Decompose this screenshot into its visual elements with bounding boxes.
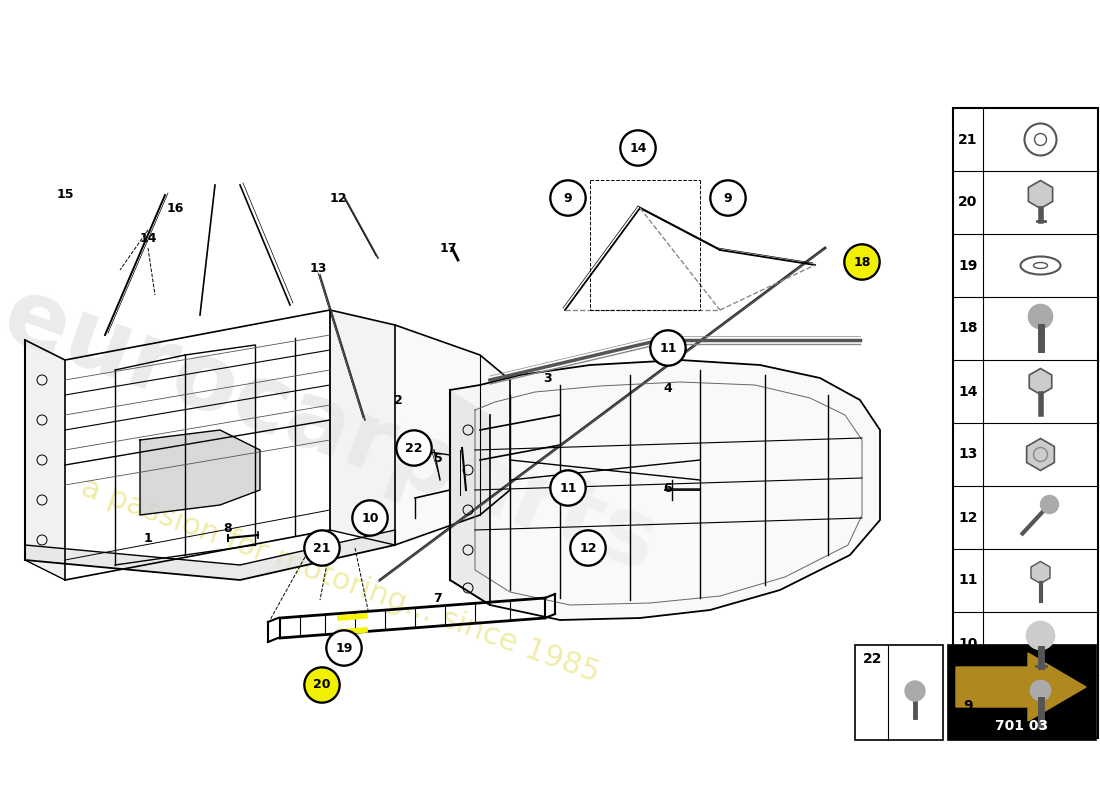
Circle shape [572, 531, 605, 565]
Text: 15: 15 [56, 189, 74, 202]
Circle shape [620, 130, 656, 166]
Circle shape [306, 531, 339, 565]
Text: 18: 18 [854, 255, 871, 269]
Text: 9: 9 [964, 699, 972, 714]
Text: 14: 14 [629, 142, 647, 154]
Polygon shape [25, 340, 65, 580]
Circle shape [353, 502, 386, 534]
Text: 11: 11 [659, 342, 676, 354]
Polygon shape [450, 360, 880, 620]
Text: 21: 21 [314, 542, 331, 554]
Circle shape [550, 180, 586, 216]
Text: 10: 10 [361, 511, 378, 525]
Text: 14: 14 [958, 385, 978, 398]
Circle shape [650, 330, 686, 366]
Polygon shape [395, 325, 510, 545]
Text: 1: 1 [144, 531, 153, 545]
Text: 12: 12 [329, 191, 346, 205]
Text: 4: 4 [663, 382, 672, 394]
Text: 22: 22 [405, 442, 422, 454]
Text: 16: 16 [166, 202, 184, 214]
Circle shape [396, 430, 432, 466]
Text: 14: 14 [140, 231, 156, 245]
Polygon shape [1031, 562, 1050, 583]
Circle shape [306, 669, 339, 702]
Text: 11: 11 [559, 482, 576, 494]
Polygon shape [140, 430, 260, 515]
Text: 18: 18 [958, 322, 978, 335]
Circle shape [551, 182, 584, 214]
Circle shape [326, 630, 362, 666]
Text: 21: 21 [958, 133, 978, 146]
Circle shape [328, 631, 361, 665]
Text: 6: 6 [663, 482, 672, 494]
Text: 19: 19 [958, 258, 978, 273]
Text: 5: 5 [433, 451, 442, 465]
Text: a passion for motoring... since 1985: a passion for motoring... since 1985 [77, 472, 603, 688]
Circle shape [1026, 622, 1055, 650]
Circle shape [304, 667, 340, 703]
Text: 20: 20 [314, 678, 331, 691]
Circle shape [352, 500, 388, 536]
Circle shape [570, 530, 606, 566]
Text: 12: 12 [958, 510, 978, 525]
Circle shape [550, 470, 586, 506]
Circle shape [651, 331, 684, 365]
Text: 2: 2 [394, 394, 403, 406]
Circle shape [551, 471, 584, 505]
Text: 13: 13 [309, 262, 327, 274]
FancyBboxPatch shape [953, 108, 1098, 738]
Text: 9: 9 [724, 191, 733, 205]
Text: 20: 20 [958, 195, 978, 210]
Circle shape [1041, 495, 1058, 514]
Circle shape [905, 681, 925, 701]
Text: 11: 11 [958, 574, 978, 587]
Circle shape [712, 182, 745, 214]
Text: 19: 19 [336, 642, 353, 654]
Polygon shape [1030, 369, 1052, 394]
Polygon shape [1026, 438, 1055, 470]
Circle shape [397, 431, 430, 465]
Circle shape [846, 246, 879, 278]
Text: eurocarparts: eurocarparts [0, 269, 669, 591]
FancyBboxPatch shape [948, 645, 1096, 740]
Text: 7: 7 [433, 591, 442, 605]
Text: 12: 12 [580, 542, 596, 554]
Text: 22: 22 [864, 652, 882, 666]
Text: 701 03: 701 03 [996, 719, 1048, 733]
Circle shape [621, 131, 654, 165]
Circle shape [1031, 681, 1050, 701]
Polygon shape [330, 310, 395, 545]
Polygon shape [1028, 181, 1053, 209]
Text: 8: 8 [223, 522, 232, 534]
Circle shape [304, 530, 340, 566]
FancyBboxPatch shape [855, 645, 943, 740]
Circle shape [710, 180, 746, 216]
Text: 13: 13 [958, 447, 978, 462]
Text: 3: 3 [543, 371, 552, 385]
Polygon shape [450, 390, 490, 605]
Circle shape [844, 244, 880, 280]
Text: 9: 9 [563, 191, 572, 205]
Text: 10: 10 [958, 637, 978, 650]
Polygon shape [25, 530, 395, 580]
Circle shape [1028, 305, 1053, 329]
Text: 17: 17 [439, 242, 456, 254]
Polygon shape [956, 653, 1086, 721]
